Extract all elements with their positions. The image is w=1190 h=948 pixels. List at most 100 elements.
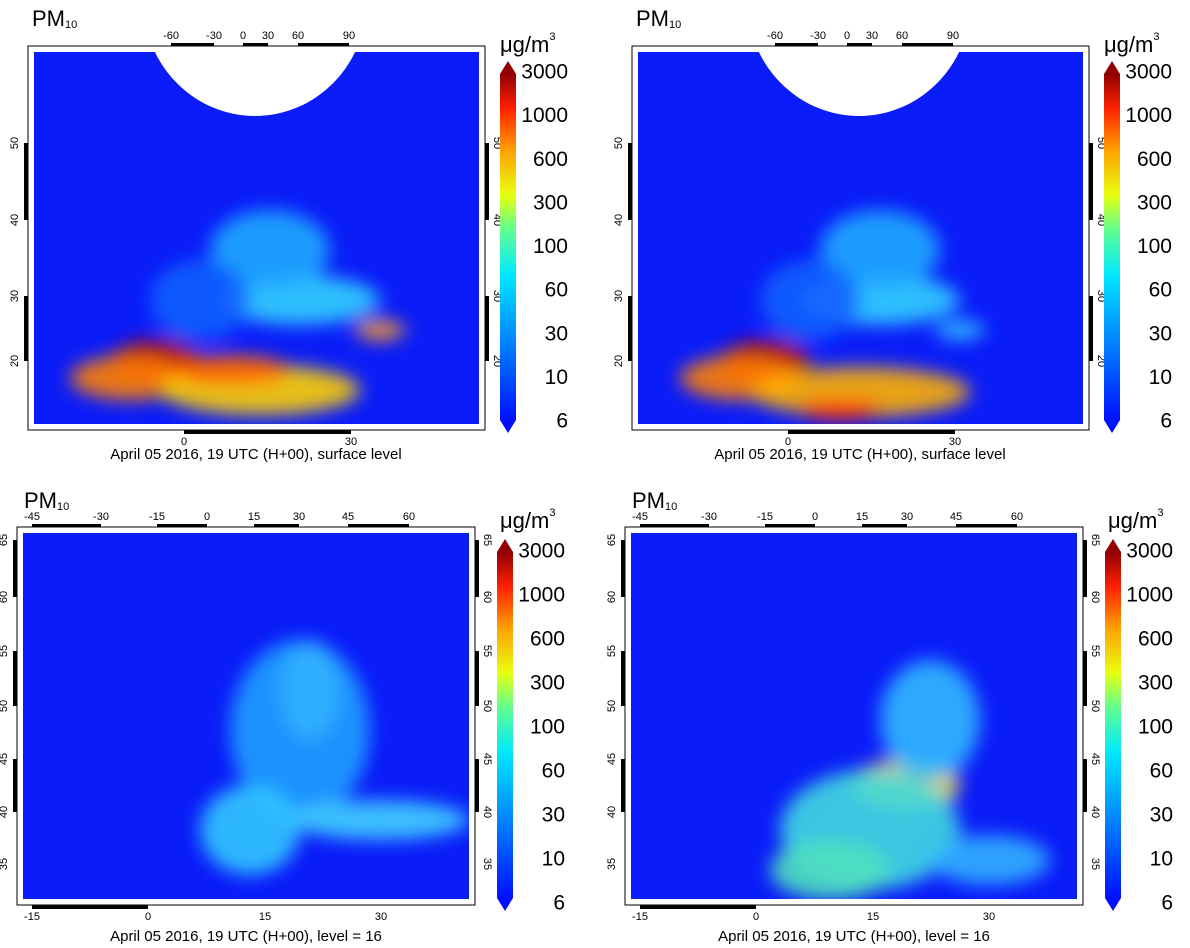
axis-bar [24,143,28,220]
left-tick-label: 45 [606,753,618,765]
top-tick-label: 60 [1011,511,1023,523]
top-tick-label: 90 [343,30,355,42]
top-tick-label: 60 [896,30,908,42]
colorbar-arrow-top [1104,61,1120,74]
left-tick-label: 40 [9,214,21,226]
left-tick-label: 20 [9,355,21,367]
dust-plume [210,210,330,290]
dust-plume [290,800,469,840]
axis-bar [902,43,953,46]
colorbar [497,552,513,898]
colorbar-label: 60 [542,760,565,783]
axis-bar [1083,540,1087,597]
axis-bar [254,524,299,527]
axis-bar [13,540,17,597]
title-subscript: 10 [65,19,77,31]
unit-superscript: 3 [1157,507,1163,519]
colorbar-label: 60 [1149,279,1172,302]
colorbar-label: 3000 [521,61,568,84]
colorbar-arrow-bottom [1105,898,1121,911]
polar-cutout [154,52,356,116]
top-tick-label: 30 [293,511,305,523]
bottom-tick-label: 15 [867,911,879,923]
bottom-tick-label: -15 [632,911,648,923]
dust-plume [880,660,980,780]
left-tick-label: 20 [613,355,625,367]
axis-bar [621,540,625,597]
title-subscript: 10 [669,19,681,31]
unit-superscript: 3 [1153,31,1159,43]
bottom-tick-label: -15 [24,911,40,923]
colorbar-label: 1000 [1126,584,1173,607]
colorbar-label: 300 [530,672,565,695]
top-tick-label: 0 [204,511,210,523]
dust-plume [750,367,970,417]
colorbar-arrow-bottom [1104,420,1120,433]
top-tick-label: 90 [947,30,959,42]
colorbar-unit: μg/m3 [500,31,555,57]
colorbar-label: 1000 [1125,104,1172,127]
right-tick-label: 45 [1089,753,1101,765]
right-tick-label: 40 [481,806,493,818]
panel-caption: April 05 2016, 19 UTC (H+00), level = 16 [718,928,990,945]
top-tick-label: 30 [901,511,913,523]
axis-bar [628,296,632,361]
right-tick-label: 60 [1089,591,1101,603]
axis-bar [956,524,1017,527]
colorbar-label: 10 [1149,366,1172,389]
colorbar-label: 10 [545,366,568,389]
colorbar-label: 3000 [1126,540,1173,563]
right-tick-label: 45 [481,753,493,765]
right-tick-label: 55 [1089,645,1101,657]
dust-plume [770,840,890,899]
top-tick-label: -30 [93,511,109,523]
panel-title: PM10 [32,6,77,31]
axis-bar [862,524,907,527]
right-tick-label: 40 [1089,806,1101,818]
colorbar-label: 300 [1137,191,1172,214]
panel-title: PM10 [632,488,677,513]
left-tick-label: 35 [0,858,10,870]
axis-bar [847,43,872,46]
colorbar-arrow-bottom [500,420,516,433]
axis-bar [1089,143,1093,220]
dust-plumes [70,210,405,415]
map-panel: -60 -30 0 30 60 900 305040302050403020PM10μg/m… [9,6,568,463]
colorbar-unit: μg/m3 [500,507,555,533]
bottom-tick-label: 0 [753,911,759,923]
top-tick-label: 30 [866,30,878,42]
top-tick-label: 0 [240,30,246,42]
axis-bar [243,43,268,46]
colorbar-arrow-top [500,61,516,74]
colorbar-label: 30 [1150,804,1173,827]
colorbar-label: 10 [1150,848,1173,871]
bottom-tick-label: 30 [983,911,995,923]
dust-plume [930,835,1050,885]
unit-text: μg/m [1108,508,1157,533]
axis-bar [475,540,479,597]
colorbar-unit: μg/m3 [1108,507,1163,533]
left-tick-label: 40 [606,806,618,818]
map [34,52,479,424]
bottom-tick-label: 30 [345,436,357,448]
colorbar-label: 600 [530,628,565,651]
top-tick-label: -45 [632,511,648,523]
left-tick-label: 65 [606,534,618,546]
axis-bar [184,430,351,434]
colorbar-label: 10 [542,848,565,871]
panel-title: PM10 [636,6,681,31]
panel-caption: April 05 2016, 19 UTC (H+00), surface le… [110,446,401,463]
map-panel: -60 -30 0 30 60 900 305040302050403020PM10μg/m… [613,6,1172,463]
axis-bar [13,651,17,706]
bottom-tick-label: 30 [949,436,961,448]
top-tick-label: 0 [844,30,850,42]
axis-bar [788,430,955,434]
dust-plume [935,320,985,340]
axis-bar [475,651,479,706]
colorbar-label: 1000 [518,584,565,607]
axis-bar [485,143,489,220]
dust-plumes [770,660,1050,899]
axis-bar [171,43,214,46]
right-tick-label: 35 [481,858,493,870]
dust-plume [70,356,190,400]
